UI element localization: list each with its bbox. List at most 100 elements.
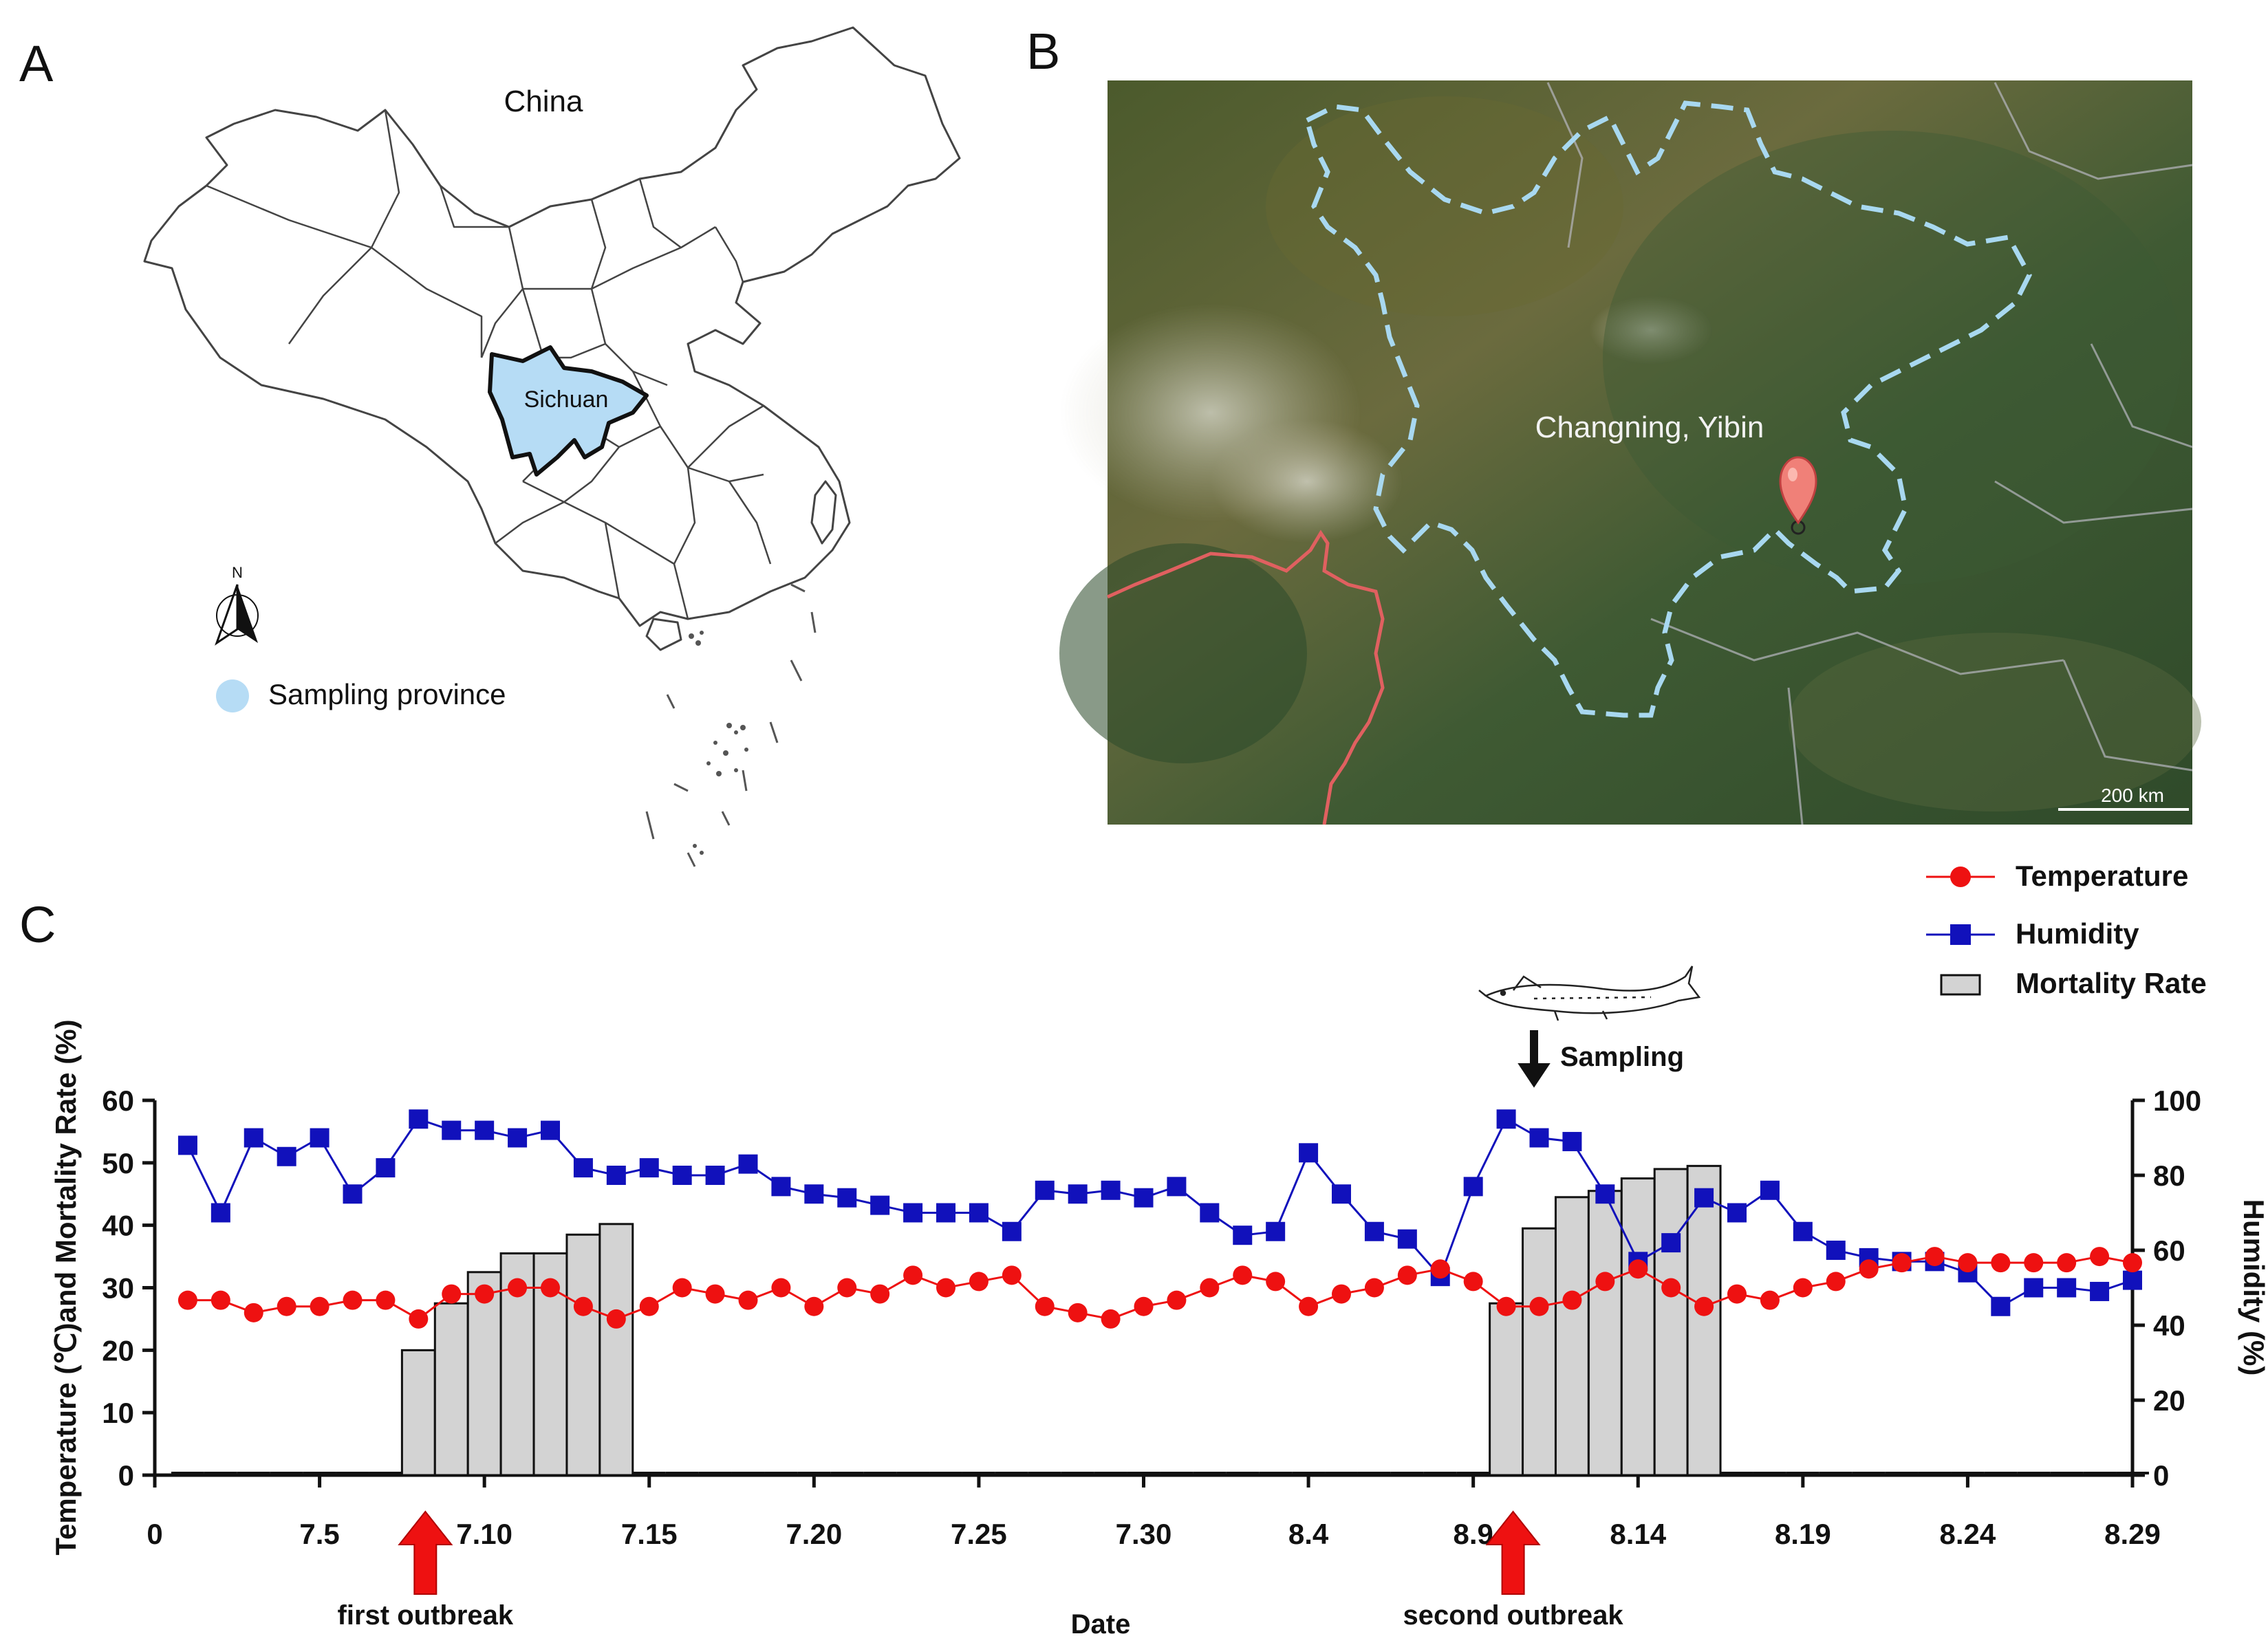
mortality-bar xyxy=(1587,1190,1623,1477)
humidity-point xyxy=(210,1203,230,1223)
x-tick-label: 8.4 xyxy=(1288,1518,1329,1550)
mortality-bar xyxy=(433,1302,469,1477)
humidity-point xyxy=(1101,1180,1121,1200)
humidity-point xyxy=(1233,1225,1253,1245)
humidity-point xyxy=(541,1120,560,1140)
y2-tick-label: 100 xyxy=(2153,1085,2201,1117)
temperature-point xyxy=(1661,1278,1681,1298)
mortality-bar xyxy=(1686,1164,1722,1477)
international-border xyxy=(1106,530,1385,825)
humidity-point xyxy=(1694,1188,1714,1208)
humidity-point xyxy=(606,1166,626,1185)
temperature-point xyxy=(1595,1272,1615,1292)
temperature-point xyxy=(1496,1296,1516,1316)
humidity-point xyxy=(1727,1203,1747,1223)
sampling-arrow-icon xyxy=(1518,1030,1551,1088)
humidity-point xyxy=(771,1177,791,1197)
temperature-point xyxy=(936,1278,955,1298)
temperature-point xyxy=(442,1284,462,1304)
temperature-point xyxy=(1760,1290,1780,1310)
temperature-point xyxy=(177,1290,197,1310)
y2-tick-label: 0 xyxy=(2153,1459,2169,1492)
temperature-point xyxy=(1859,1259,1879,1279)
legend-marker-humidity xyxy=(1950,924,1971,945)
temperature-point xyxy=(210,1290,230,1310)
outbreak-annotations: first outbreak second outbreak xyxy=(338,1510,1623,1631)
humidity-point xyxy=(2123,1270,2142,1290)
humidity-point xyxy=(1299,1143,1319,1163)
humidity-point xyxy=(376,1158,396,1178)
mortality-bar xyxy=(400,1349,436,1477)
north-arrow-icon: N xyxy=(215,564,259,646)
humidity-point xyxy=(442,1120,462,1140)
x-axis-title: Date xyxy=(1071,1609,1131,1639)
y-axis-title: Temperature (℃)and Mortality Rate (%) xyxy=(50,1019,82,1555)
temperature-point xyxy=(343,1290,363,1310)
x-tick-label: 8.24 xyxy=(1940,1518,1996,1550)
x-tick-label: 8.19 xyxy=(1775,1518,1831,1550)
temperature-point xyxy=(903,1265,923,1285)
temperature-point xyxy=(1167,1290,1187,1310)
humidity-point xyxy=(244,1128,263,1148)
temperature-point xyxy=(2057,1253,2077,1273)
legend-marker-temperature xyxy=(1950,867,1971,887)
x-tick-label: 7.5 xyxy=(299,1518,339,1550)
temperature-point xyxy=(1958,1253,1978,1273)
y-tick-label: 20 xyxy=(102,1334,134,1366)
x-ticks: 0 7.5 7.10 7.15 7.20 7.25 7.30 8.4 8.9 8.14 8.19 8.… xyxy=(147,1475,2161,1550)
temperature-point xyxy=(1727,1284,1747,1304)
temperature-point xyxy=(1397,1265,1417,1285)
humidity-point xyxy=(639,1158,659,1178)
humidity-point xyxy=(1002,1221,1022,1241)
legend-label-temperature: Temperature xyxy=(2016,860,2188,892)
temperature-point xyxy=(2090,1247,2110,1267)
sichuan-label: Sichuan xyxy=(524,386,609,413)
humidity-point xyxy=(277,1146,296,1166)
mortality-bar xyxy=(565,1233,601,1477)
svg-text:N: N xyxy=(232,564,243,581)
temperature-point xyxy=(1002,1265,1022,1285)
location-pin-icon xyxy=(1779,456,1817,535)
humidity-point xyxy=(2090,1281,2110,1301)
temperature-point xyxy=(969,1272,989,1292)
temperature-point xyxy=(1529,1296,1549,1316)
x-tick-label: 0 xyxy=(147,1518,162,1550)
humidity-point xyxy=(1760,1180,1780,1200)
temperature-point xyxy=(1562,1290,1582,1310)
y-tick-label: 10 xyxy=(102,1397,134,1429)
sturgeon-icon xyxy=(1478,966,1701,1021)
x-tick-label: 7.30 xyxy=(1116,1518,1172,1550)
humidity-point xyxy=(1793,1221,1813,1241)
temperature-point xyxy=(1035,1296,1055,1316)
humidity-point xyxy=(936,1203,955,1223)
temperature-point xyxy=(606,1309,626,1329)
second-outbreak-arrow-icon xyxy=(1485,1510,1541,1595)
y-tick-label: 30 xyxy=(102,1272,134,1305)
south-china-sea-islands xyxy=(645,583,817,867)
humidity-point xyxy=(903,1203,923,1223)
temperature-point xyxy=(1101,1309,1121,1329)
temperature-point xyxy=(1233,1265,1253,1285)
admin-borders xyxy=(1546,82,2193,825)
temperature-point xyxy=(2123,1253,2142,1273)
terrain-texture xyxy=(1059,96,2201,811)
humidity-point xyxy=(1035,1180,1055,1200)
humidity-point xyxy=(310,1128,330,1148)
humidity-point xyxy=(343,1184,363,1204)
y2-tick-label: 60 xyxy=(2153,1234,2185,1267)
mortality-bar xyxy=(598,1223,634,1477)
legend-swatch-province xyxy=(216,679,249,712)
humidity-point xyxy=(804,1184,824,1204)
temperature-point xyxy=(1892,1253,1912,1273)
legend-label-province: Sampling province xyxy=(268,678,506,710)
temperature-point xyxy=(837,1278,857,1298)
panel-c: C Temperature Humidity Mortality Rate Sa… xyxy=(19,860,2268,1639)
sampling-label: Sampling xyxy=(1560,1042,1684,1072)
panel-b: B Changning, Yibin 200 km xyxy=(1026,23,2201,825)
mortality-bar xyxy=(1522,1227,1557,1477)
temperature-point xyxy=(1925,1247,1945,1267)
humidity-point xyxy=(1397,1229,1417,1249)
humidity-point xyxy=(475,1120,495,1140)
temperature-point xyxy=(508,1278,528,1298)
